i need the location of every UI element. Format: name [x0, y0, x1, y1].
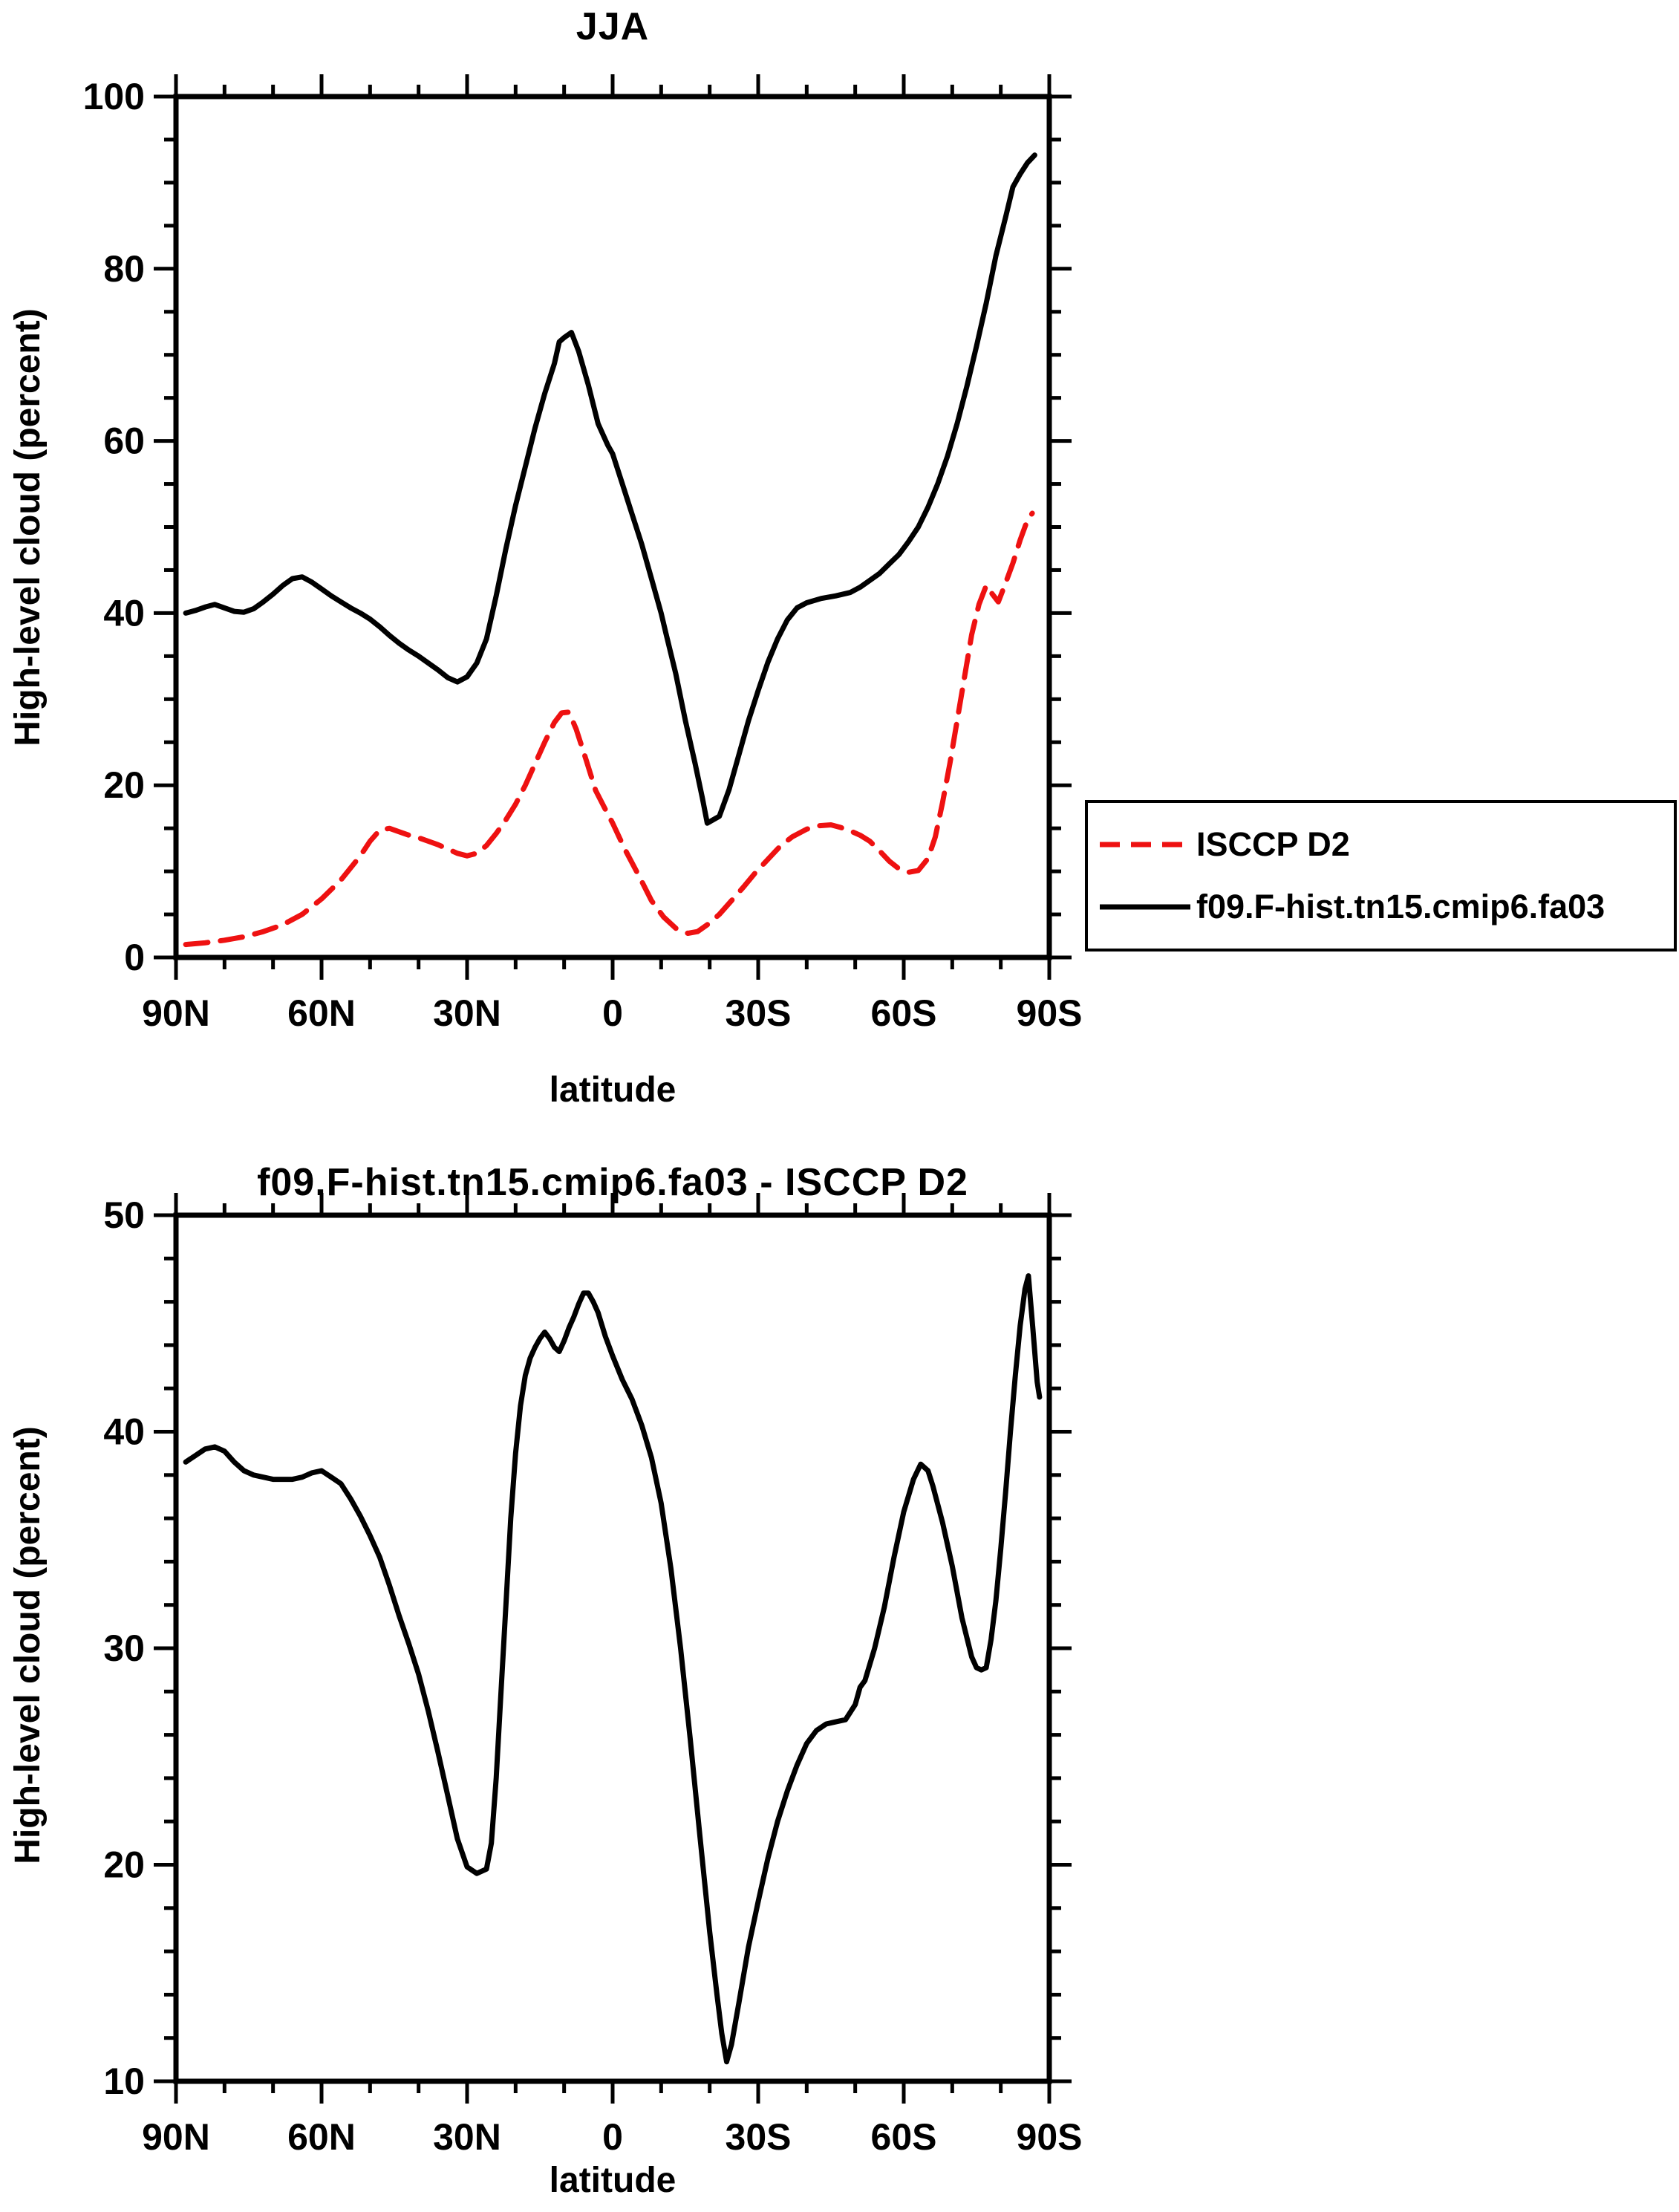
x-tick-label: 30N: [433, 992, 501, 1034]
y-tick-label: 0: [124, 937, 145, 978]
x-tick-label: 90S: [1017, 992, 1083, 1034]
legend-label-model: f09.F-hist.tn15.cmip6.fa03: [1196, 888, 1605, 926]
y-tick-label: 30: [103, 1627, 145, 1669]
y-tick-label: 80: [103, 248, 145, 290]
x-tick-label: 90N: [142, 992, 210, 1034]
x-tick-label: 30S: [726, 992, 792, 1034]
x-tick-label: 60S: [871, 2116, 937, 2158]
legend-label-obs: ISCCP D2: [1196, 825, 1350, 863]
x-tick-label: 30N: [433, 2116, 501, 2158]
top-panel-series-obs-dashed: [183, 510, 1035, 948]
top-panel-series-model-solid: [183, 152, 1037, 826]
x-tick-label: 90N: [142, 2116, 210, 2158]
top-chart-title: JJA: [576, 5, 650, 48]
x-tick-label: 60N: [287, 2116, 356, 2158]
legend-line-solid-icon: [1100, 904, 1190, 910]
bottom-chart-x-axis-title: latitude: [549, 2161, 677, 2200]
bottom-panel-series-model-solid: [183, 1273, 1043, 2065]
bottom-chart-title: f09.F-hist.tn15.cmip6.fa03 - ISCCP D2: [257, 1161, 968, 1204]
x-tick-label: 60S: [871, 992, 937, 1034]
y-tick-label: 40: [103, 1411, 145, 1453]
x-tick-label: 60N: [287, 992, 356, 1034]
y-tick-label: 60: [103, 420, 145, 462]
y-tick-label: 20: [103, 764, 145, 806]
x-tick-label: 0: [602, 2116, 623, 2158]
legend: ISCCP D2 f09.F-hist.tn15.cmip6.fa03: [1085, 800, 1677, 952]
top-chart-x-axis-title: latitude: [549, 1070, 677, 1110]
y-tick-label: 100: [83, 76, 145, 117]
y-tick-label: 20: [103, 1844, 145, 1886]
top-chart-y-axis-title: High-level cloud (percent): [8, 308, 48, 746]
x-tick-label: 30S: [726, 2116, 792, 2158]
bottom-panel-frame: [173, 1212, 1052, 2084]
legend-entry-obs: ISCCP D2: [1088, 825, 1674, 863]
legend-entry-model: f09.F-hist.tn15.cmip6.fa03: [1088, 888, 1674, 926]
x-tick-label: 90S: [1017, 2116, 1083, 2158]
y-tick-label: 50: [103, 1194, 145, 1236]
bottom-chart-y-axis-title: High-level cloud (percent): [8, 1426, 48, 1864]
y-tick-label: 10: [103, 2060, 145, 2102]
y-tick-label: 40: [103, 592, 145, 634]
legend-line-dashed-icon: [1100, 842, 1190, 848]
x-tick-label: 0: [602, 992, 623, 1034]
